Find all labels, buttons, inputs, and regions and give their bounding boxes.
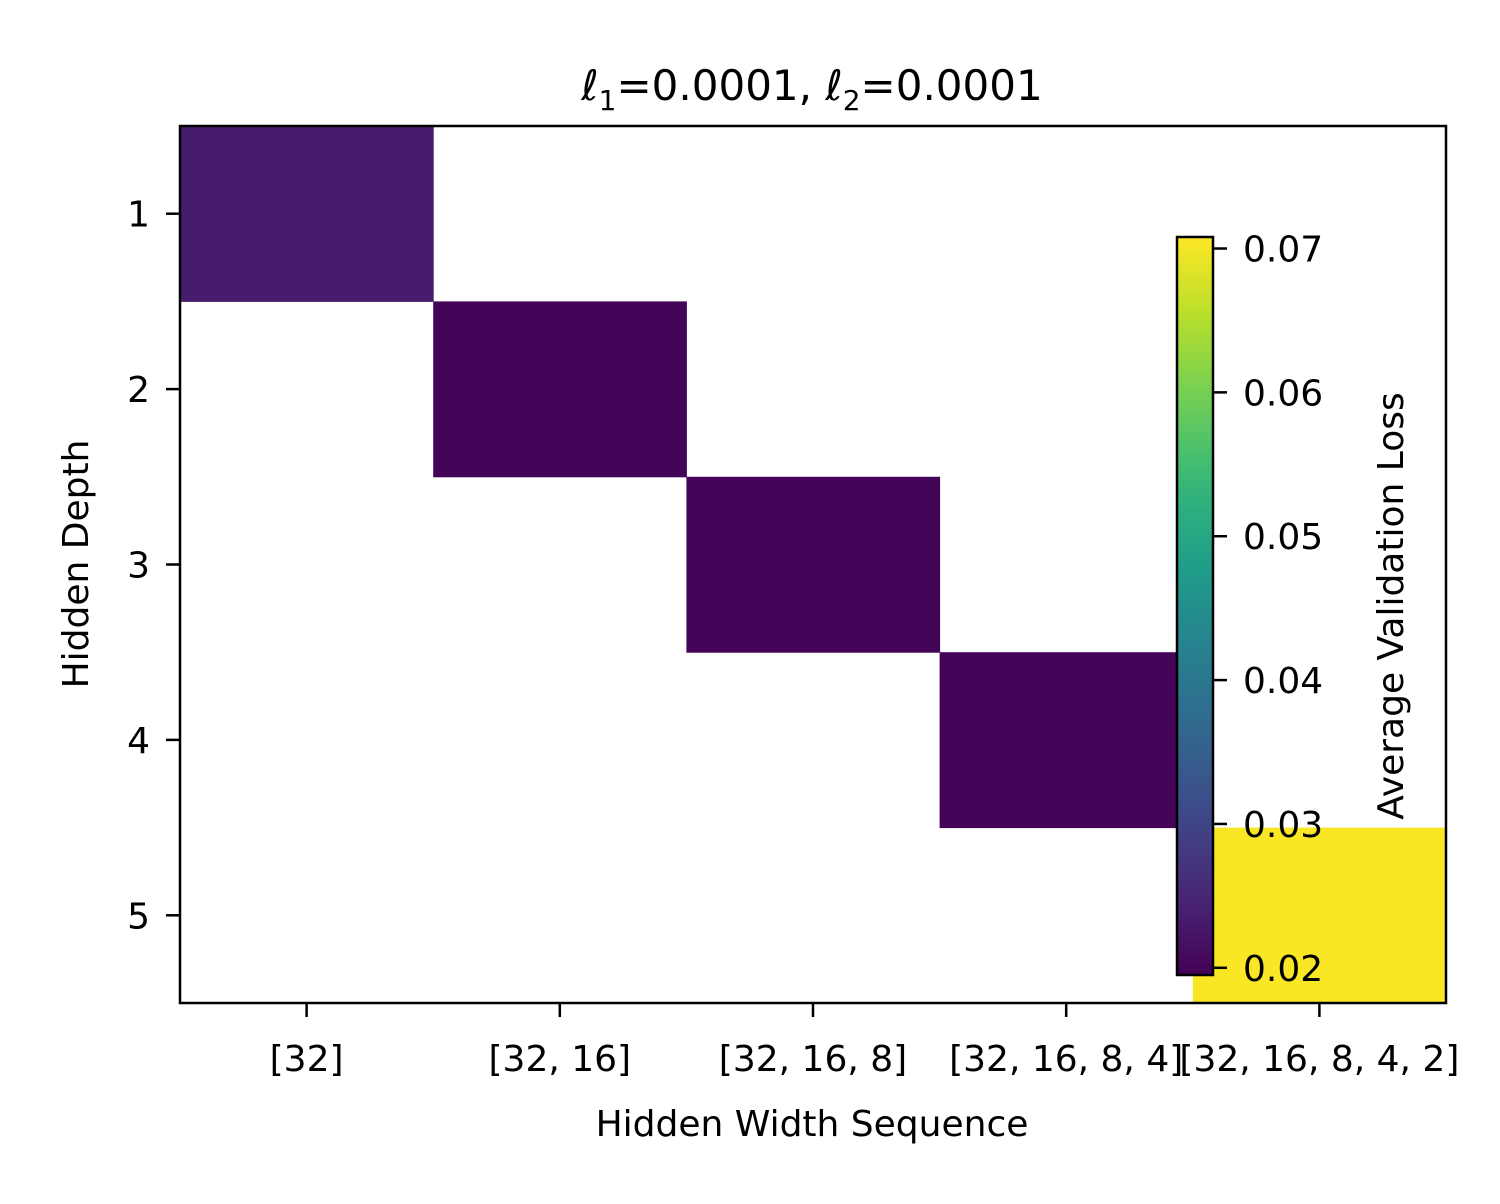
x-tick-label: [32, 16] [489,1039,632,1080]
colorbar: 0.02 0.03 0.04 0.05 0.06 0.07 [1175,230,1323,990]
heatmap-cell [1192,827,1447,1004]
x-axis-label: Hidden Width Sequence [596,1104,1029,1145]
colorbar-tick-label: 0.06 [1243,373,1323,414]
colorbar-gradient [1175,235,1215,977]
y-axis-ticks: 1 2 3 4 5 [127,195,180,937]
y-tick-label: 2 [127,370,150,411]
x-tick-label: [32, 16, 8, 4] [949,1039,1183,1080]
colorbar-tick-label: 0.07 [1243,230,1323,271]
heatmap-cells [180,126,1447,1004]
heatmap-cell [939,652,1194,829]
colorbar-tick-label: 0.02 [1243,949,1323,990]
x-axis-ticks: [32] [32, 16] [32, 16, 8] [32, 16, 8, 4][32… [270,1003,1459,1080]
colorbar-tick-label: 0.04 [1243,661,1323,702]
x-tick-label: [32, 16, 8] [719,1039,907,1080]
x-tick-label: [32] [270,1039,344,1080]
colorbar-tick-label: 0.05 [1243,517,1323,558]
y-tick-label: 3 [127,546,150,587]
y-tick-label: 4 [127,721,150,762]
heatmap-cell [433,301,687,478]
y-axis-label: Hidden Depth [56,440,97,689]
chart-title: ℓ1=0.0001, ℓ2=0.0001 [580,61,1042,117]
heatmap-cell [686,476,941,653]
heatmap-cell [180,126,434,302]
x-tick-label: [32, 16, 8, 4, 2] [1179,1039,1459,1080]
y-tick-label: 1 [127,195,150,236]
colorbar-tick-label: 0.03 [1243,805,1323,846]
y-tick-label: 5 [127,896,150,937]
colorbar-label: Average Validation Loss [1371,392,1412,819]
